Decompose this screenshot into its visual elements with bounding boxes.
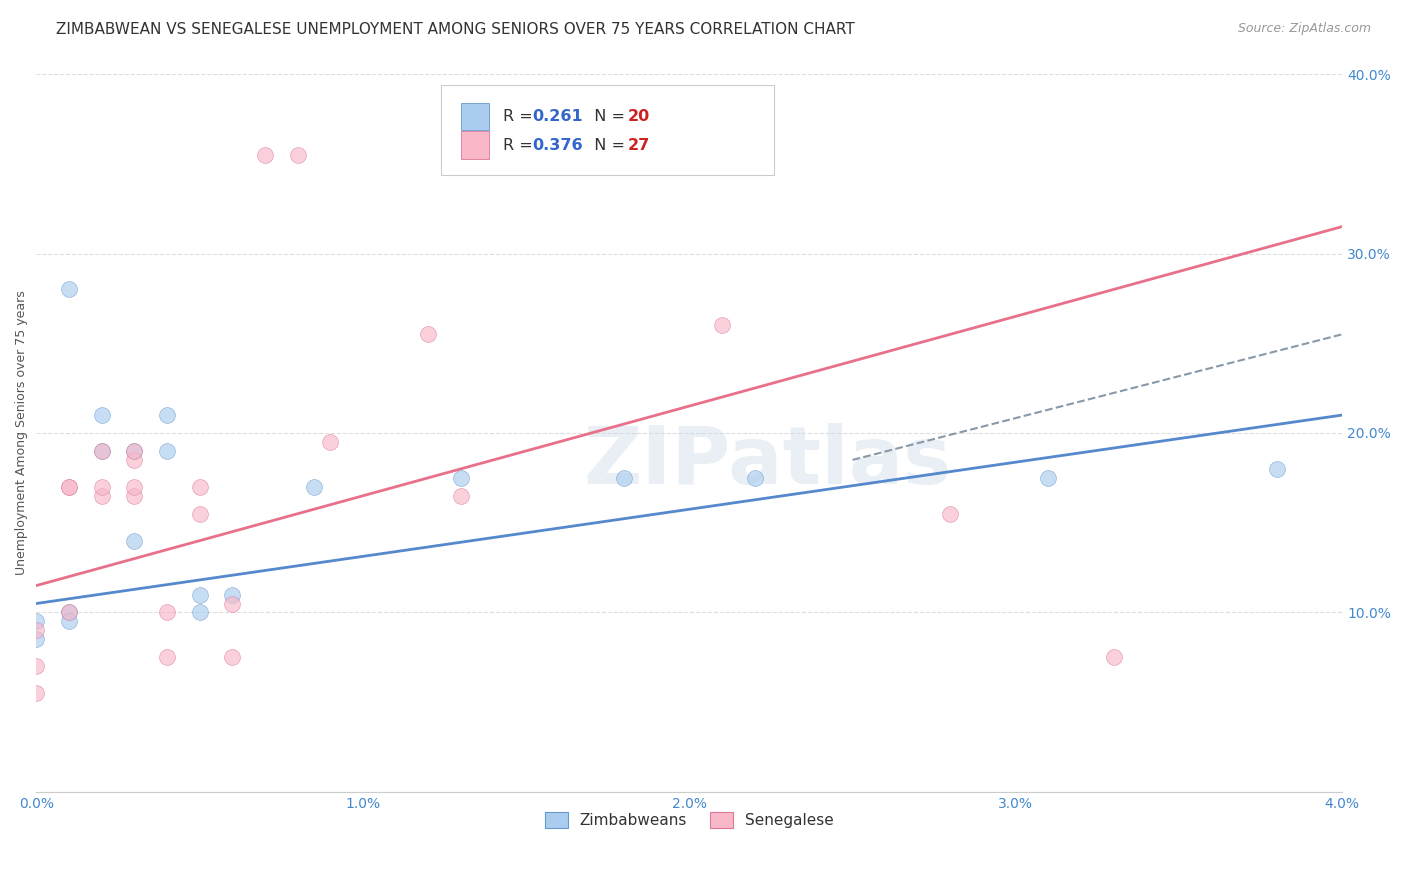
Point bbox=[613, 471, 636, 485]
Legend: Zimbabweans, Senegalese: Zimbabweans, Senegalese bbox=[538, 805, 839, 835]
Point bbox=[744, 471, 766, 485]
Text: ZIMBABWEAN VS SENEGALESE UNEMPLOYMENT AMONG SENIORS OVER 75 YEARS CORRELATION CH: ZIMBABWEAN VS SENEGALESE UNEMPLOYMENT AM… bbox=[56, 22, 855, 37]
Text: Source: ZipAtlas.com: Source: ZipAtlas.com bbox=[1237, 22, 1371, 36]
Point bbox=[156, 606, 179, 620]
Point bbox=[221, 650, 243, 665]
Point bbox=[58, 615, 80, 629]
Point bbox=[188, 507, 211, 521]
Point bbox=[302, 480, 325, 494]
Point bbox=[1265, 462, 1288, 476]
Point bbox=[58, 480, 80, 494]
Point bbox=[25, 615, 48, 629]
Point bbox=[1102, 650, 1125, 665]
Point bbox=[188, 480, 211, 494]
Text: 20: 20 bbox=[628, 109, 650, 124]
Point bbox=[90, 408, 112, 422]
Point bbox=[124, 480, 146, 494]
Point bbox=[90, 489, 112, 503]
Point bbox=[25, 686, 48, 700]
Y-axis label: Unemployment Among Seniors over 75 years: Unemployment Among Seniors over 75 years bbox=[15, 291, 28, 575]
Point bbox=[90, 444, 112, 458]
Point bbox=[124, 444, 146, 458]
Point bbox=[1038, 471, 1060, 485]
Point bbox=[124, 444, 146, 458]
Text: 0.376: 0.376 bbox=[533, 137, 583, 153]
Point bbox=[221, 597, 243, 611]
Point bbox=[58, 606, 80, 620]
Text: ZIPatlas: ZIPatlas bbox=[583, 423, 952, 500]
Point bbox=[90, 480, 112, 494]
Point bbox=[939, 507, 962, 521]
Point bbox=[319, 434, 342, 449]
Point bbox=[25, 624, 48, 638]
Point bbox=[25, 632, 48, 647]
Text: 0.261: 0.261 bbox=[533, 109, 583, 124]
Text: R =: R = bbox=[502, 137, 537, 153]
Point bbox=[188, 588, 211, 602]
Point bbox=[156, 444, 179, 458]
Point bbox=[221, 588, 243, 602]
FancyBboxPatch shape bbox=[461, 103, 489, 130]
Point bbox=[416, 327, 439, 342]
Point bbox=[253, 148, 276, 162]
Point bbox=[124, 453, 146, 467]
Point bbox=[124, 533, 146, 548]
FancyBboxPatch shape bbox=[461, 131, 489, 159]
FancyBboxPatch shape bbox=[441, 85, 775, 175]
Point bbox=[124, 489, 146, 503]
Point bbox=[450, 471, 472, 485]
Point bbox=[58, 282, 80, 296]
Point bbox=[156, 408, 179, 422]
Text: N =: N = bbox=[583, 109, 630, 124]
Text: R =: R = bbox=[502, 109, 537, 124]
Text: N =: N = bbox=[583, 137, 630, 153]
Point bbox=[25, 659, 48, 673]
Point bbox=[58, 606, 80, 620]
Point bbox=[188, 606, 211, 620]
Point bbox=[450, 489, 472, 503]
Point bbox=[710, 318, 733, 333]
Point bbox=[156, 650, 179, 665]
Text: 27: 27 bbox=[628, 137, 650, 153]
Point bbox=[287, 148, 309, 162]
Point bbox=[58, 480, 80, 494]
Point bbox=[90, 444, 112, 458]
